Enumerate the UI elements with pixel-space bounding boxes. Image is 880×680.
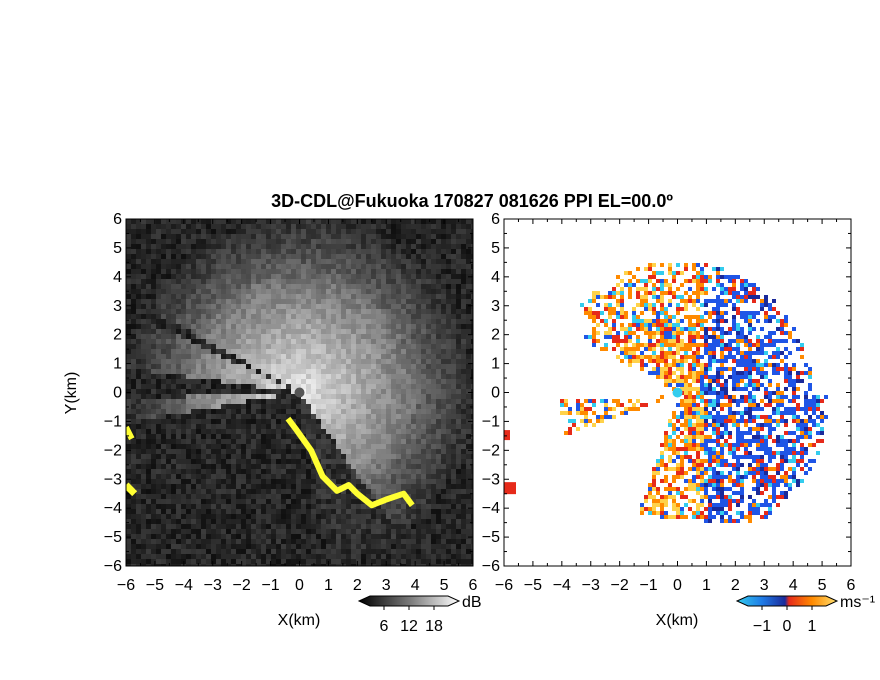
- snr-x-tick-label: −3: [204, 577, 222, 594]
- velocity-colorbar: −1 0 1 ms⁻¹: [735, 594, 875, 635]
- snr-colorbar-bar: [357, 595, 461, 607]
- velocity-x-tick-label: −6: [495, 577, 513, 594]
- snr-x-tick-label: 4: [411, 577, 420, 594]
- velocity-edge-clutter: [504, 430, 510, 441]
- velocity-y-tick-label: −6: [482, 558, 500, 575]
- snr-x-tick-label: −6: [117, 577, 135, 594]
- snr-x-tick-label: −5: [146, 577, 164, 594]
- snr-x-tick-label: 3: [382, 577, 391, 594]
- snr-y-tick-label: −3: [104, 471, 122, 488]
- snr-colorbar-tick-label: 6: [380, 618, 389, 635]
- velocity-x-tick-label: 2: [731, 577, 740, 594]
- snr-y-tick-label: 4: [113, 269, 122, 286]
- snr-y-tick-label: 3: [113, 298, 122, 315]
- snr-colorbar-tick-label: 12: [400, 618, 418, 635]
- velocity-y-tick-label: −2: [482, 442, 500, 459]
- velocity-colorbar-tick-label: −1: [753, 618, 771, 635]
- radar-site-marker: [294, 387, 305, 398]
- snr-y-tick-label: 0: [113, 385, 122, 402]
- snr-colorbar: 6 12 18 dB: [357, 594, 482, 635]
- velocity-y-tick-label: 3: [491, 298, 500, 315]
- snr-y-tick-label: 1: [113, 356, 122, 373]
- snr-y-tick-label: −1: [104, 413, 122, 430]
- velocity-colorbar-unit: ms⁻¹: [840, 594, 875, 611]
- velocity-x-tick-label: 0: [673, 577, 682, 594]
- snr-y-tick-label: −4: [104, 500, 122, 517]
- velocity-y-tick-label: −4: [482, 500, 500, 517]
- velocity-x-tick-label: −3: [582, 577, 600, 594]
- velocity-edge-clutter: [504, 482, 516, 495]
- snr-x-tick-label: −1: [261, 577, 279, 594]
- snr-x-tick-label: 1: [324, 577, 333, 594]
- velocity-x-tick-label: 1: [702, 577, 711, 594]
- velocity-y-tick-label: −3: [482, 471, 500, 488]
- snr-y-tick-label: −5: [104, 529, 122, 546]
- snr-y-tick-label: 5: [113, 240, 122, 257]
- velocity-y-tick-label: −5: [482, 529, 500, 546]
- snr-y-tick-label: 6: [113, 211, 122, 228]
- velocity-heatmap: [504, 219, 851, 566]
- velocity-y-tick-label: 2: [491, 327, 500, 344]
- velocity-axes: −6 −5 −4 −3 −2 −1 0 1 2 3 4 5 6 6 5 4 3 2 1 0 −1 −2 −3 −4 −5 −6: [482, 211, 856, 594]
- velocity-x-tick-label: −4: [553, 577, 571, 594]
- velocity-y-tick-label: 4: [491, 269, 500, 286]
- snr-y-axis-label: Y(km): [63, 372, 80, 415]
- clutter-edge: [126, 482, 138, 497]
- snr-x-axis-label: X(km): [278, 612, 321, 629]
- velocity-x-axis-label: X(km): [656, 612, 699, 629]
- snr-y-tick-label: −6: [104, 558, 122, 575]
- velocity-radar-site-marker: [672, 387, 683, 398]
- snr-axes: −6 −5 −4 −3 −2 −1 0 1 2 3 4 5 6 6 5 4 3 2 1 0 −1 −2 −3 −4 −5 −6: [104, 211, 478, 594]
- velocity-y-tick-label: 6: [491, 211, 500, 228]
- snr-x-tick-label: −2: [233, 577, 251, 594]
- snr-colorbar-ticks: 6 12 18: [380, 606, 443, 635]
- snr-y-tick-label: 2: [113, 327, 122, 344]
- velocity-x-tick-label: 3: [760, 577, 769, 594]
- velocity-y-tick-label: 5: [491, 240, 500, 257]
- velocity-x-tick-label: 5: [818, 577, 827, 594]
- snr-heatmap: [126, 219, 473, 566]
- snr-x-tick-label: 0: [295, 577, 304, 594]
- snr-y-tick-label: −2: [104, 442, 122, 459]
- velocity-x-tick-label: 6: [847, 577, 856, 594]
- velocity-x-tick-label: −5: [524, 577, 542, 594]
- snr-x-tick-label: −4: [175, 577, 193, 594]
- snr-colorbar-tick-label: 18: [425, 618, 443, 635]
- clutter-edge: [126, 425, 135, 441]
- snr-x-tick-label: 2: [353, 577, 362, 594]
- velocity-y-tick-label: −1: [482, 413, 500, 430]
- chart-title: 3D-CDL@Fukuoka 170827 081626 PPI EL=00.0…: [271, 191, 673, 211]
- velocity-colorbar-ticks: −1 0 1: [753, 606, 817, 635]
- velocity-colorbar-tick-label: 1: [808, 618, 817, 635]
- snr-colorbar-unit: dB: [462, 594, 482, 611]
- velocity-y-tick-label: 0: [491, 385, 500, 402]
- velocity-x-tick-label: −2: [611, 577, 629, 594]
- velocity-y-tick-label: 1: [491, 356, 500, 373]
- snr-x-tick-label: 5: [440, 577, 449, 594]
- velocity-colorbar-tick-label: 0: [783, 618, 792, 635]
- clutter-edge: [285, 416, 415, 509]
- velocity-x-tick-label: 4: [789, 577, 798, 594]
- velocity-colorbar-bar: [735, 595, 839, 607]
- velocity-x-tick-label: −1: [639, 577, 657, 594]
- snr-x-tick-label: 6: [469, 577, 478, 594]
